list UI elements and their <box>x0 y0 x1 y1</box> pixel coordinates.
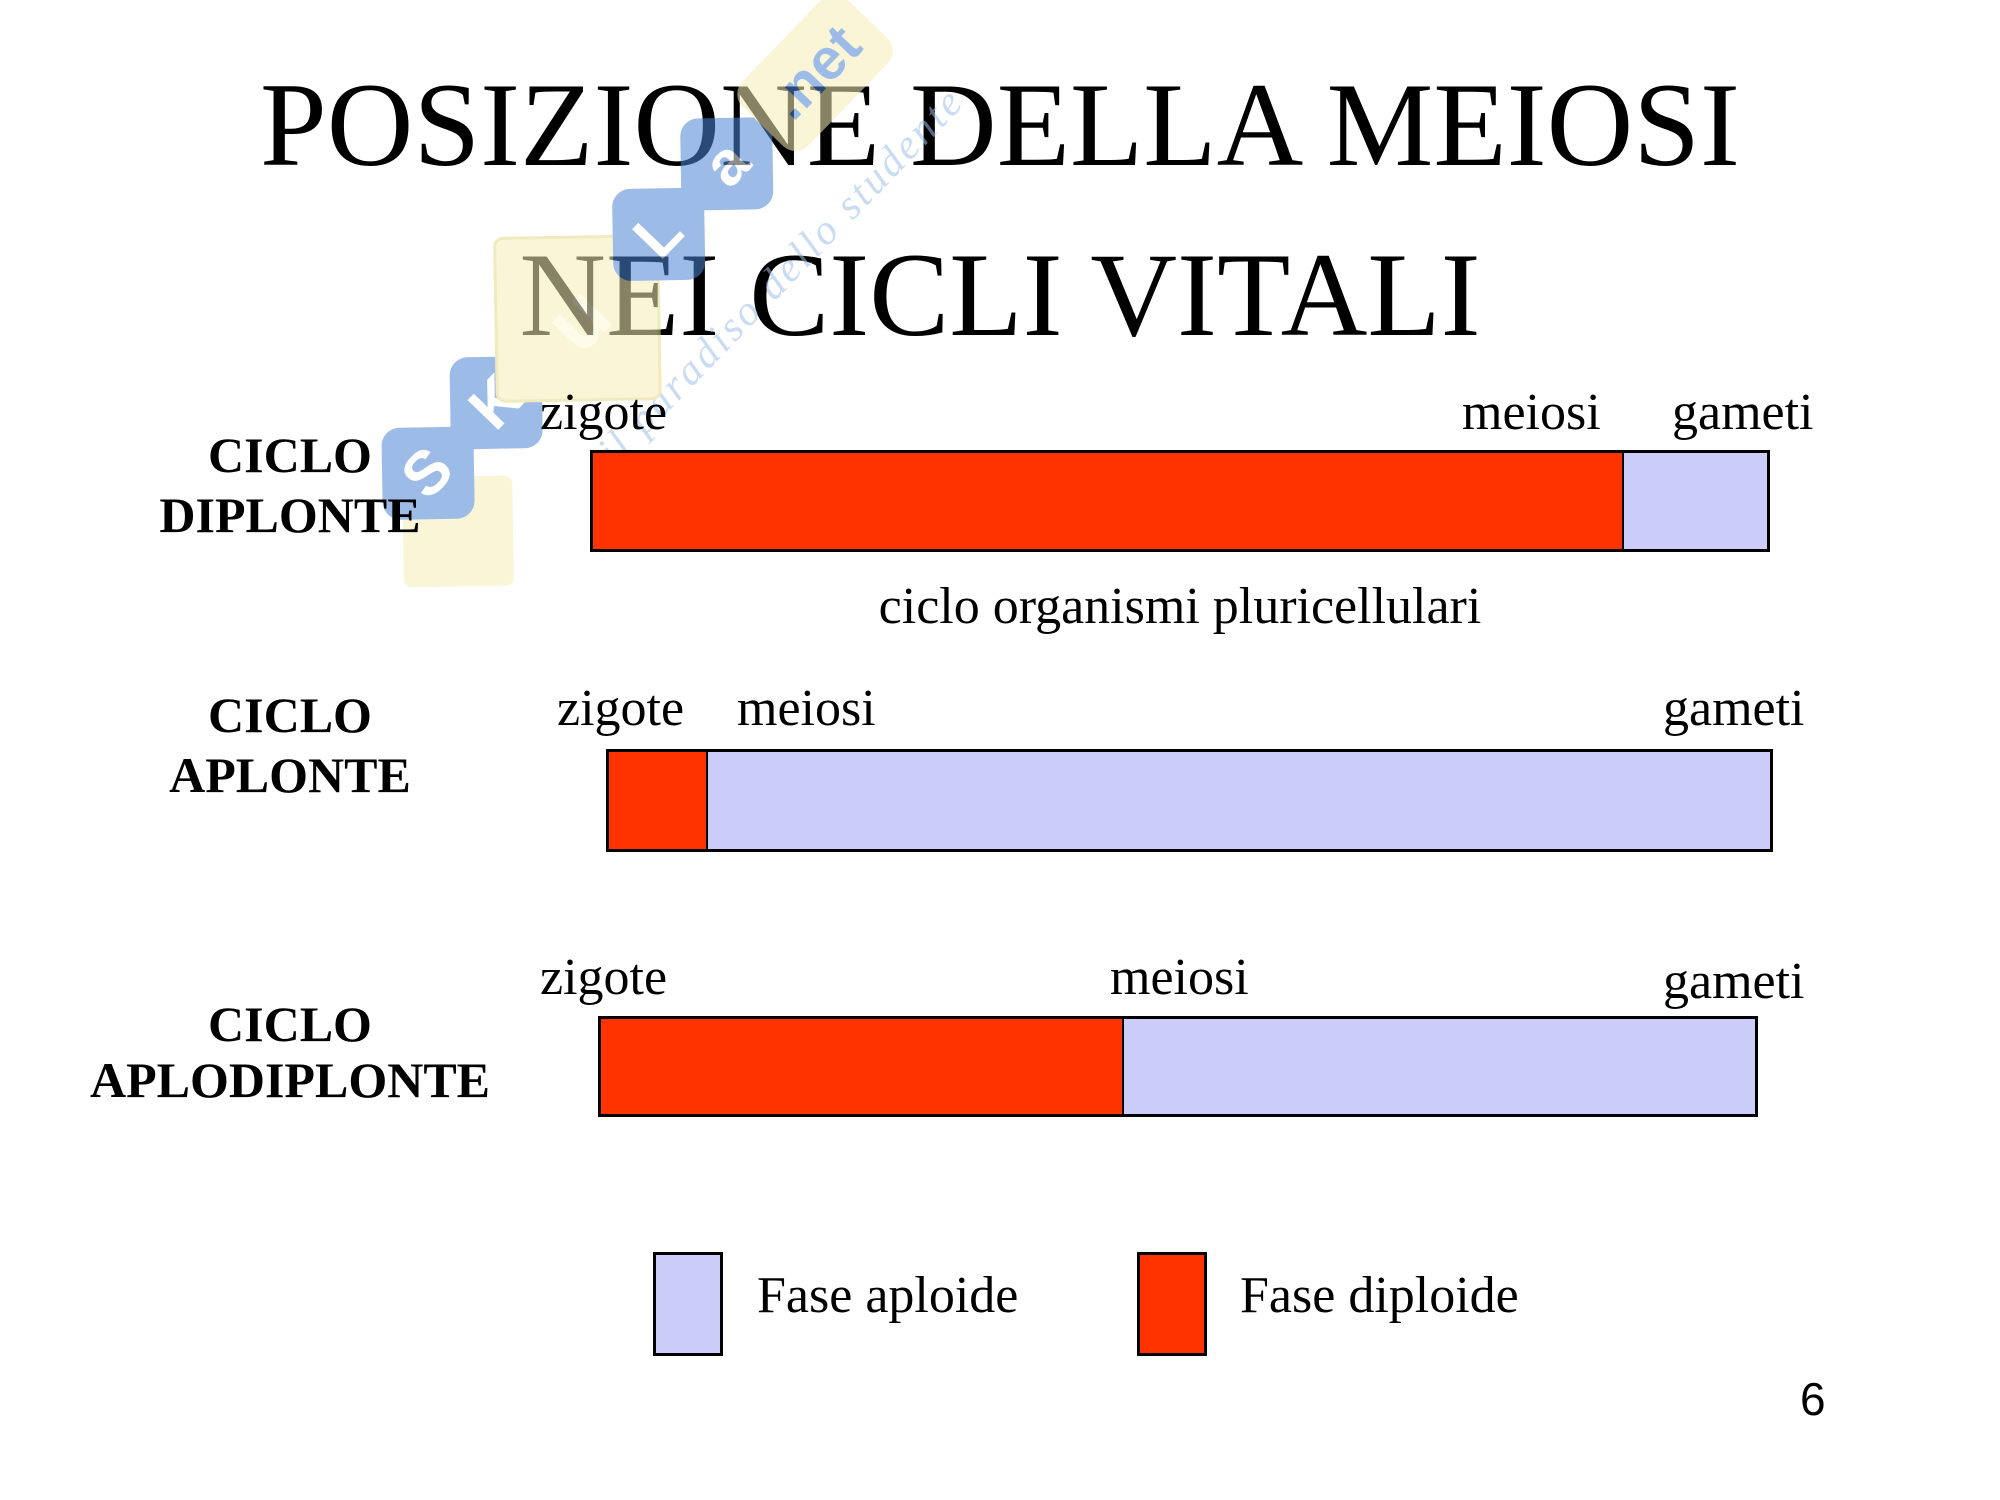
row3-zigote-label: zigote <box>540 949 668 1006</box>
slide-title-line1: POSIZIONE DELLA MEIOSI <box>260 58 1740 191</box>
row1-phase-bar <box>590 450 1770 552</box>
slide-title: POSIZIONE DELLA MEIOSI NEI CICLI VITALI <box>0 40 2000 380</box>
legend-diploid-swatch <box>1137 1252 1207 1356</box>
row1-meiosi-label: meiosi <box>1462 384 1601 441</box>
page-number: 6 <box>1800 1373 1826 1425</box>
row2-zigote-label: zigote <box>557 680 685 737</box>
row2-gameti-label: gameti <box>1663 680 1805 737</box>
row3-gameti-label: gameti <box>1663 953 1805 1010</box>
row2-phase-bar <box>606 749 1773 852</box>
row2-diploid-segment <box>609 752 708 849</box>
row3-haploid-segment <box>1123 1019 1755 1114</box>
row2-meiosi-label: meiosi <box>737 680 876 737</box>
row1-diploid-segment <box>593 453 1624 549</box>
row1-zigote-label: zigote <box>540 384 668 441</box>
row3-diploid-segment <box>601 1019 1124 1114</box>
row3-phase-bar <box>598 1016 1758 1117</box>
cycle-name-aplonte: CICLO APLONTE <box>169 687 411 803</box>
cycle-name-aplodiplonte: CICLO APLODIPLONTE <box>89 996 491 1108</box>
row1-haploid-segment <box>1623 453 1767 549</box>
legend-haploid-swatch <box>653 1252 723 1356</box>
legend-diploid-label: Fase diploide <box>1240 1267 1519 1324</box>
legend-haploid-label: Fase aploide <box>757 1267 1019 1324</box>
row3-meiosi-label: meiosi <box>1110 949 1249 1006</box>
row1-gameti-label: gameti <box>1672 384 1814 441</box>
row1-caption: ciclo organismi pluricellulari <box>878 578 1482 635</box>
slide-title-line2: NEI CICLI VITALI <box>519 228 1481 361</box>
row2-haploid-segment <box>707 752 1770 849</box>
cycle-name-diplonte: CICLO DIPLONTE <box>159 427 421 543</box>
